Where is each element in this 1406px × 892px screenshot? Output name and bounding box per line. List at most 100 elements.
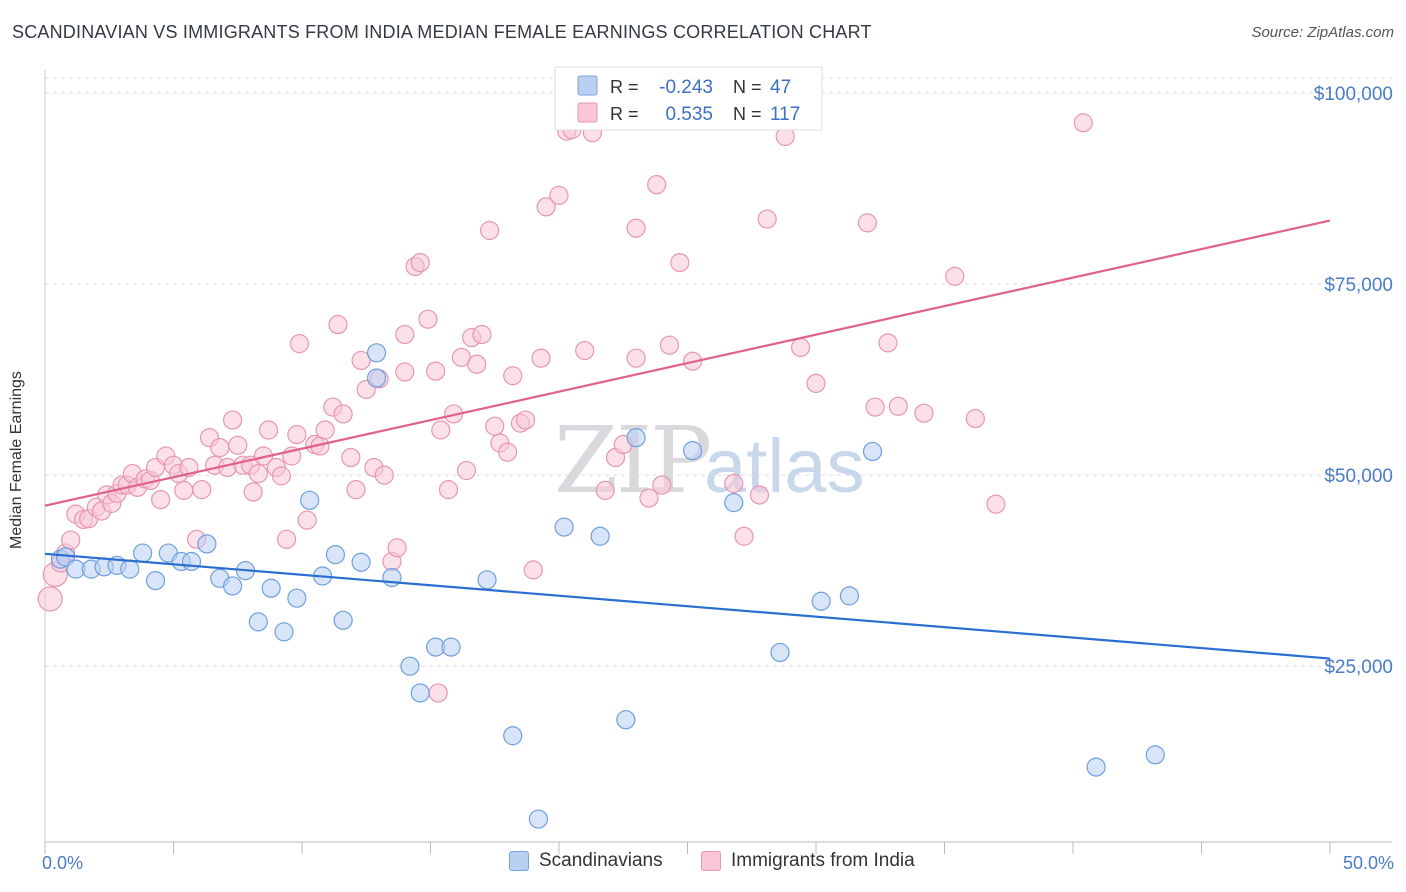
trend-line [44, 552, 1331, 660]
data-point [395, 362, 415, 382]
data-point [536, 197, 556, 217]
data-point [133, 543, 153, 563]
data-point [410, 253, 430, 273]
data-point [366, 368, 387, 388]
x-tick-label: 0.0% [42, 853, 83, 873]
data-point [811, 591, 831, 611]
data-point [590, 526, 610, 546]
legend-item-scandinavians[interactable]: Scandinavians [509, 850, 663, 872]
data-point [248, 612, 268, 632]
y-tick-label: $25,000 [1324, 657, 1393, 678]
data-point [878, 333, 898, 353]
data-point [1145, 745, 1165, 765]
data-point [333, 610, 353, 630]
data-point [626, 348, 646, 368]
tick-labels: $25,000 $50,000 $75,000 $100,000 0.0% 50.0% [42, 84, 1394, 873]
data-point [456, 460, 477, 481]
data-point [210, 437, 230, 458]
data-point [945, 266, 965, 286]
data-point [145, 570, 166, 591]
data-point [243, 482, 263, 502]
trend-line [44, 219, 1331, 507]
data-point [223, 410, 243, 430]
watermark: ZIP atlas [554, 407, 865, 514]
data-point [287, 424, 307, 445]
data-point [986, 494, 1006, 514]
data-point [914, 403, 934, 423]
data-point [528, 809, 549, 829]
data-point [258, 420, 279, 440]
trend-lines [44, 219, 1331, 660]
legend-r-value: 0.535 [665, 104, 713, 125]
legend-n-label: N = [733, 104, 762, 124]
legend-swatch-scandinavians [509, 851, 529, 871]
data-point [261, 578, 281, 598]
data-point [1086, 757, 1106, 777]
data-point [418, 309, 438, 329]
chart-title: SCANDINAVIAN VS IMMIGRANTS FROM INDIA ME… [12, 22, 872, 42]
data-point [315, 420, 335, 440]
legend-box [554, 66, 823, 131]
watermark-zip: ZIP [554, 407, 710, 514]
source-label: Source: ZipAtlas.com [1251, 24, 1394, 41]
data-point [724, 473, 744, 494]
data-point [374, 465, 394, 485]
data-point [485, 416, 505, 436]
legend-n-label: N = [733, 77, 762, 97]
legend-swatch [577, 75, 598, 96]
data-point [639, 488, 659, 508]
data-point [652, 475, 672, 495]
data-point [626, 218, 646, 238]
y-tick-label: $50,000 [1324, 466, 1393, 487]
data-point [426, 361, 446, 381]
data-point [400, 656, 420, 676]
legend-swatch-india [701, 851, 721, 871]
data-point [554, 517, 574, 537]
data-point [441, 637, 461, 657]
legend-n-value: 47 [770, 77, 791, 98]
data-point [549, 185, 569, 205]
data-point [61, 530, 81, 550]
data-point [351, 552, 371, 572]
x-tick-label: 50.0% [1343, 853, 1394, 873]
data-point [865, 397, 885, 417]
data-point [862, 441, 883, 462]
data-point [734, 526, 754, 546]
data-point [341, 447, 361, 468]
data-point [480, 220, 500, 241]
data-point [1073, 113, 1093, 133]
data-point [120, 559, 140, 579]
data-point [647, 175, 667, 195]
data-point [192, 480, 212, 500]
data-point [595, 480, 615, 500]
data-point [181, 551, 202, 572]
data-point [616, 710, 636, 730]
data-point [472, 324, 492, 345]
legend-top: R = -0.243 N = 47 R = 0.535 N = 117 [554, 66, 823, 131]
data-point [438, 480, 459, 500]
data-point [151, 489, 171, 510]
data-point [857, 213, 878, 233]
data-point [37, 586, 63, 612]
data-point [274, 622, 294, 642]
data-point [387, 538, 407, 558]
axes [44, 70, 1392, 854]
data-point [174, 480, 194, 500]
data-point [670, 253, 690, 273]
data-point [503, 726, 523, 746]
data-point [839, 586, 860, 606]
data-point [271, 466, 292, 486]
data-point [276, 529, 297, 549]
legend-label-india: Immigrants from India [731, 850, 915, 871]
legend-item-india[interactable]: Immigrants from India [701, 850, 915, 872]
y-tick-label: $100,000 [1314, 84, 1393, 105]
data-point [749, 485, 770, 505]
data-point [287, 588, 307, 608]
legend-label-scandinavians: Scandinavians [539, 850, 663, 871]
data-point [515, 410, 536, 430]
data-point [683, 441, 703, 461]
data-point [770, 642, 790, 663]
legend-r-label: R = [610, 77, 639, 97]
data-point [346, 480, 366, 500]
data-point [467, 354, 487, 374]
